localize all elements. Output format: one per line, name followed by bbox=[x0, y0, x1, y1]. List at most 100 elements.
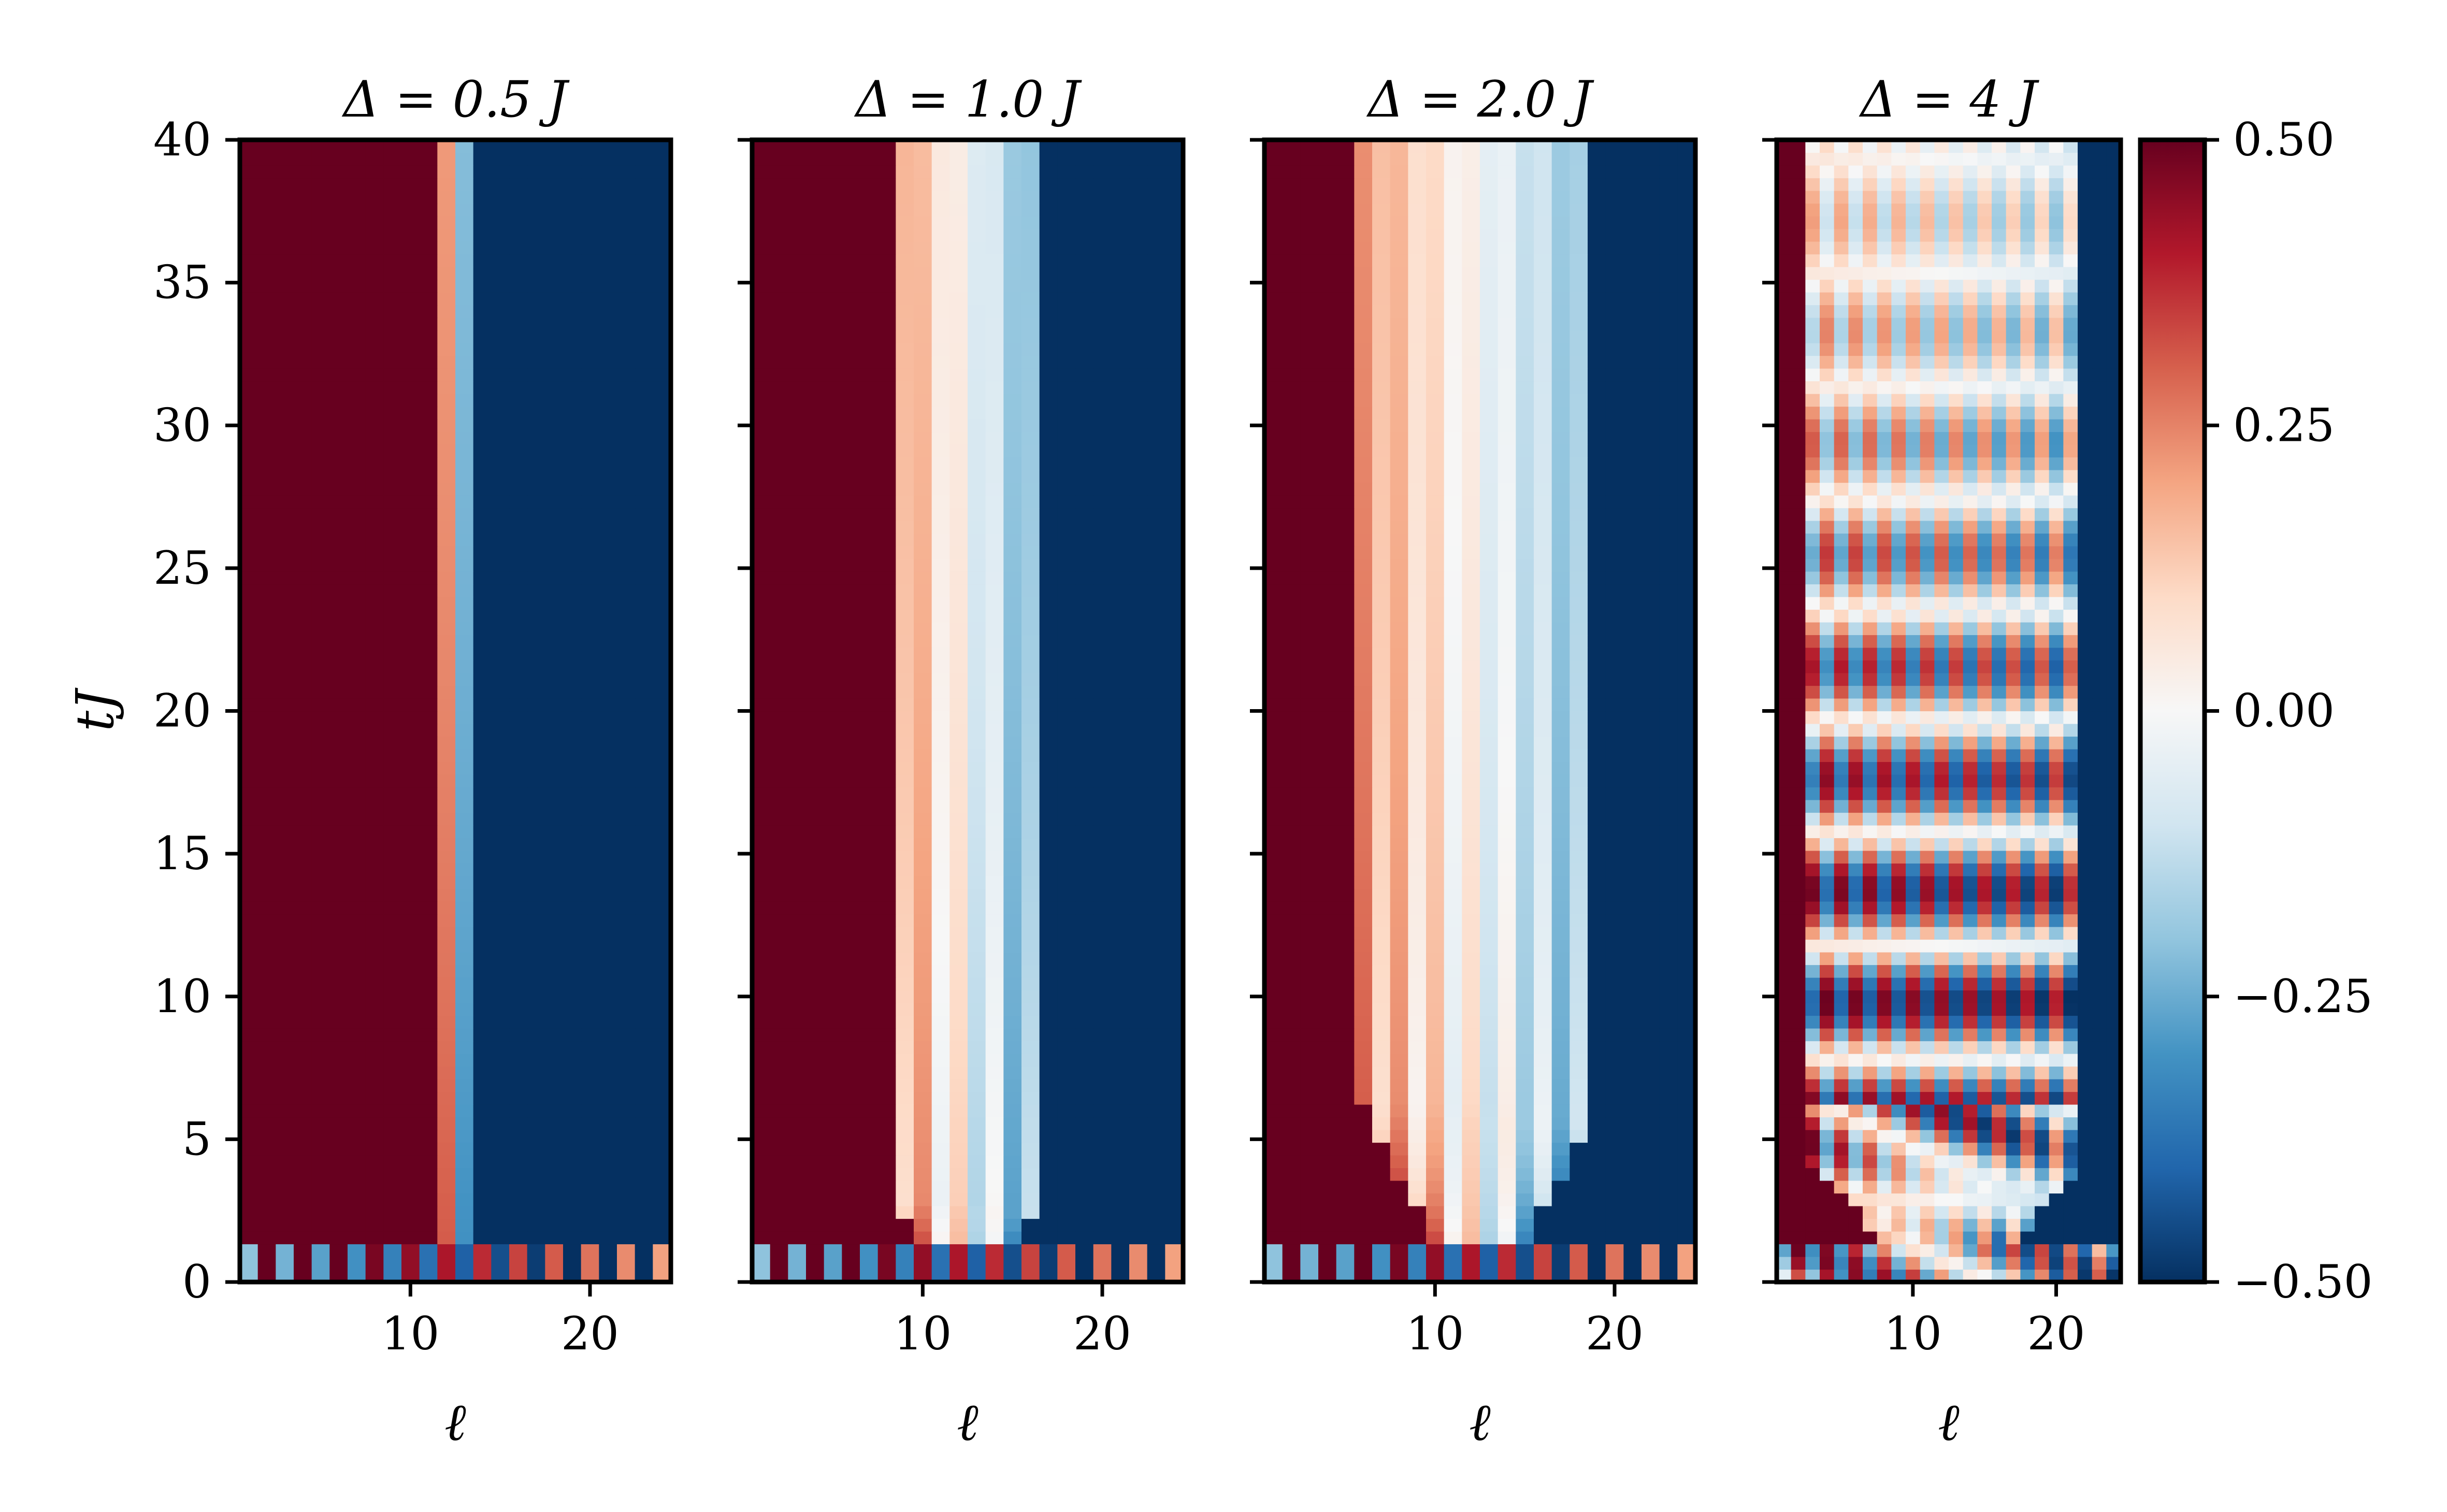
heatmap-cell bbox=[419, 191, 438, 204]
heatmap-cell bbox=[348, 368, 366, 382]
heatmap-cell bbox=[1003, 825, 1022, 839]
heatmap-cell bbox=[311, 305, 330, 318]
heatmap-cell bbox=[1093, 571, 1112, 585]
heatmap-cell bbox=[914, 914, 932, 927]
heatmap-cell bbox=[1318, 1193, 1337, 1206]
heatmap-cell bbox=[491, 1218, 510, 1232]
heatmap-cell bbox=[635, 546, 653, 559]
heatmap-cell bbox=[842, 533, 860, 546]
heatmap-cell bbox=[1282, 964, 1301, 978]
heatmap-cell bbox=[257, 914, 276, 927]
heatmap-cell bbox=[348, 1180, 366, 1194]
heatmap-cell bbox=[509, 394, 528, 407]
heatmap-cell bbox=[1659, 1091, 1678, 1105]
heatmap-cell bbox=[276, 964, 294, 978]
heatmap-cell bbox=[1282, 1130, 1301, 1143]
heatmap-cell bbox=[1165, 431, 1184, 445]
heatmap-cell bbox=[1534, 1003, 1552, 1016]
heatmap-cell bbox=[788, 279, 807, 293]
heatmap-cell bbox=[1318, 1091, 1337, 1105]
heatmap-cell bbox=[365, 990, 384, 1003]
heatmap-cell bbox=[770, 698, 788, 712]
heatmap-cell bbox=[527, 546, 545, 559]
heatmap-cell bbox=[985, 482, 1004, 496]
heatmap-cell bbox=[877, 977, 896, 991]
heatmap-cell bbox=[437, 558, 456, 572]
heatmap-cell bbox=[617, 635, 636, 648]
heatmap-cell bbox=[527, 1193, 545, 1206]
heatmap-cell bbox=[1039, 736, 1058, 750]
heatmap-cell bbox=[581, 228, 599, 242]
heatmap-cell bbox=[419, 381, 438, 394]
heatmap-cell bbox=[1677, 1142, 1696, 1156]
heatmap-cell bbox=[563, 660, 582, 673]
heatmap-cell bbox=[1129, 571, 1148, 585]
heatmap-cell bbox=[545, 609, 564, 623]
heatmap-cell bbox=[599, 711, 617, 724]
heatmap-cell bbox=[1093, 977, 1112, 991]
heatmap-cell bbox=[653, 1257, 671, 1270]
heatmap-cell bbox=[509, 1003, 528, 1016]
heatmap-cell bbox=[491, 698, 510, 712]
heatmap-cell bbox=[1372, 1130, 1391, 1143]
heatmap-cell bbox=[563, 1066, 582, 1079]
heatmap-cell bbox=[491, 1244, 510, 1257]
heatmap-cell bbox=[1165, 279, 1184, 293]
heatmap-cell bbox=[401, 622, 420, 636]
heatmap-cell bbox=[806, 228, 825, 242]
heatmap-cell bbox=[949, 622, 968, 636]
heatmap-cell bbox=[581, 1155, 599, 1169]
heatmap-cell bbox=[455, 939, 474, 953]
heatmap-cell bbox=[968, 1104, 986, 1118]
heatmap-cell bbox=[752, 927, 771, 940]
heatmap-cell bbox=[348, 1028, 366, 1042]
heatmap-cell bbox=[1623, 1028, 1642, 1042]
heatmap-cell bbox=[240, 305, 258, 318]
heatmap-cell bbox=[1165, 876, 1184, 889]
heatmap-cell bbox=[473, 1054, 492, 1067]
heatmap-cell bbox=[348, 1003, 366, 1016]
heatmap-cell bbox=[931, 318, 950, 331]
heatmap-cell bbox=[1264, 1180, 1283, 1194]
heatmap-cell bbox=[1426, 1218, 1445, 1232]
heatmap-cell bbox=[1021, 977, 1040, 991]
heatmap-cell bbox=[419, 495, 438, 509]
heatmap-cell bbox=[527, 927, 545, 940]
heatmap-cell bbox=[1498, 952, 1516, 966]
heatmap-cell bbox=[240, 812, 258, 826]
heatmap-cell bbox=[437, 381, 456, 394]
heatmap-cell bbox=[931, 711, 950, 724]
heatmap-cell bbox=[788, 546, 807, 559]
heatmap-cell bbox=[1111, 1218, 1130, 1232]
heatmap-cell bbox=[770, 508, 788, 521]
heatmap-cell bbox=[752, 1193, 771, 1206]
heatmap-cell bbox=[1165, 1244, 1184, 1257]
heatmap-cell bbox=[491, 457, 510, 470]
heatmap-cell bbox=[877, 292, 896, 306]
heatmap-cell bbox=[788, 711, 807, 724]
heatmap-cell bbox=[1659, 1041, 1678, 1054]
heatmap-cell bbox=[437, 635, 456, 648]
heatmap-cell bbox=[842, 1091, 860, 1105]
heatmap-cell bbox=[240, 419, 258, 433]
heatmap-cell bbox=[860, 635, 879, 648]
heatmap-cell bbox=[1165, 1117, 1184, 1130]
heatmap-cell bbox=[545, 1041, 564, 1054]
heatmap-cell bbox=[1498, 1257, 1516, 1270]
heatmap-cell bbox=[311, 330, 330, 343]
heatmap-cell bbox=[545, 876, 564, 889]
heatmap-cell bbox=[294, 711, 312, 724]
heatmap-cell bbox=[383, 724, 402, 737]
heatmap-cell bbox=[1039, 597, 1058, 610]
heatmap-cell bbox=[257, 1066, 276, 1079]
heatmap-cell bbox=[770, 990, 788, 1003]
heatmap-cell bbox=[896, 1206, 914, 1219]
heatmap-cell bbox=[455, 1066, 474, 1079]
heatmap-cell bbox=[877, 939, 896, 953]
heatmap-cell bbox=[1264, 1218, 1283, 1232]
heatmap-cell bbox=[1111, 1028, 1130, 1042]
heatmap-cell bbox=[329, 406, 348, 420]
heatmap-cell bbox=[276, 800, 294, 813]
heatmap-cell bbox=[806, 571, 825, 585]
heatmap-cell bbox=[419, 838, 438, 851]
